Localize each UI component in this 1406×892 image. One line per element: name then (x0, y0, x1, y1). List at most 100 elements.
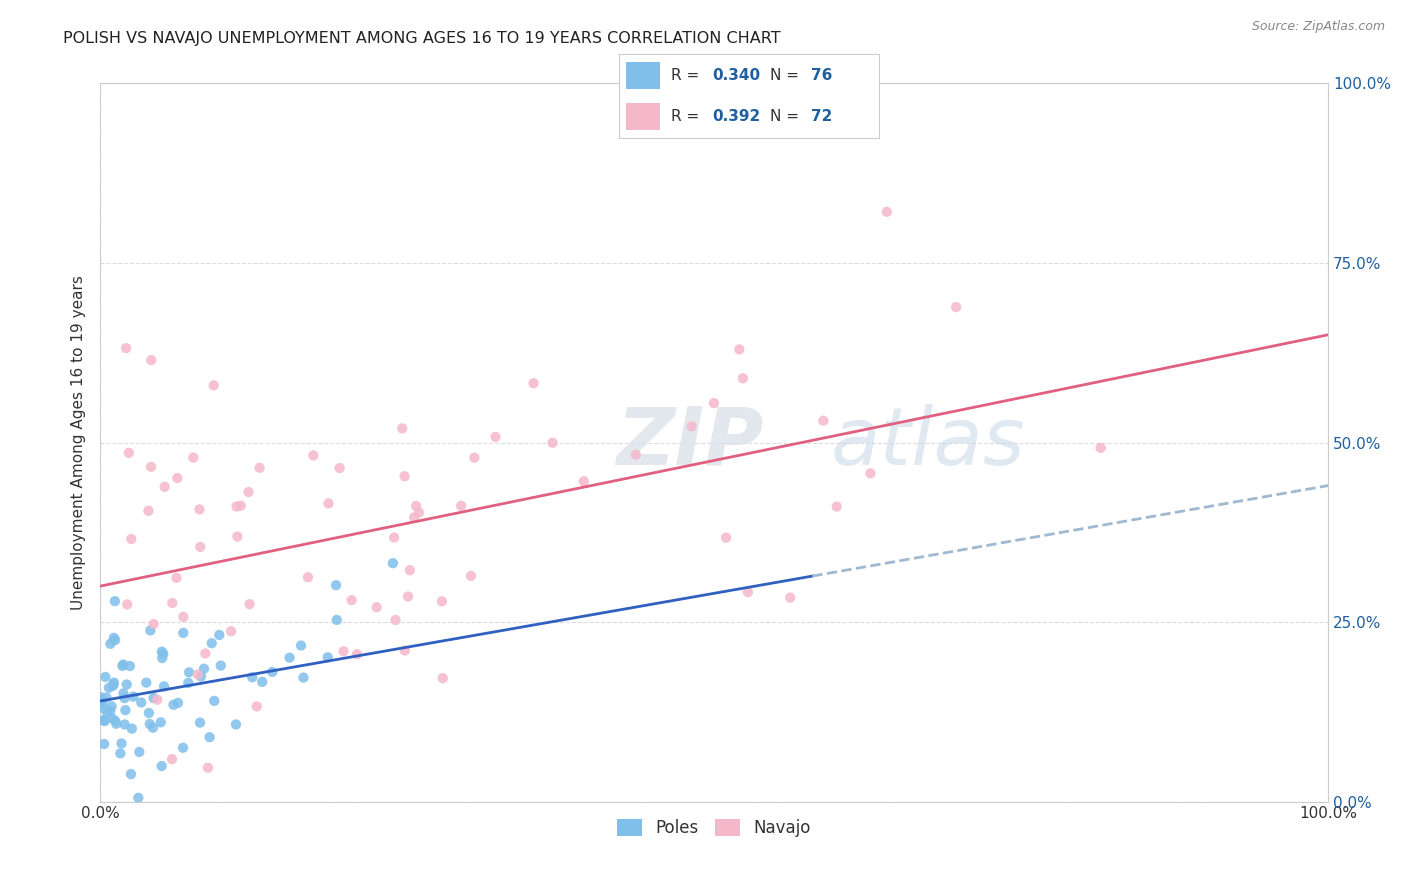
Point (262, 665, 284, 679)
Point (142, 617, 165, 632)
Point (98, 704, 121, 718)
Point (239, 597, 262, 611)
Point (225, 500, 247, 514)
Point (731, 371, 754, 385)
Point (332, 644, 354, 658)
Point (153, 679, 176, 693)
Point (150, 651, 173, 665)
Point (302, 449, 325, 463)
Point (188, 502, 211, 516)
Point (105, 716, 128, 731)
Point (96, 706, 118, 720)
Point (172, 626, 194, 640)
Text: ZIP: ZIP (616, 403, 763, 482)
Point (463, 450, 485, 465)
Point (104, 714, 127, 728)
Point (945, 300, 967, 314)
Point (728, 343, 751, 357)
Point (115, 341, 138, 355)
Point (93, 737, 115, 751)
Point (142, 691, 165, 706)
Point (115, 677, 138, 691)
Point (166, 471, 188, 485)
Point (93, 714, 115, 728)
Point (329, 461, 352, 475)
Point (129, 696, 152, 710)
Point (101, 679, 124, 693)
Point (114, 703, 136, 717)
Point (188, 540, 211, 554)
Point (209, 658, 232, 673)
Point (118, 659, 141, 673)
Point (225, 717, 247, 731)
Point (150, 759, 173, 773)
Point (181, 450, 204, 465)
Text: R =: R = (671, 109, 704, 124)
Point (813, 414, 835, 428)
Point (152, 647, 174, 661)
Point (172, 610, 194, 624)
Bar (627, 62, 661, 89)
Point (162, 596, 184, 610)
Point (381, 556, 404, 570)
Point (197, 761, 219, 775)
Point (97, 681, 120, 695)
Point (198, 730, 221, 744)
Point (624, 448, 647, 462)
Point (460, 569, 482, 583)
Point (100, 699, 122, 714)
Point (737, 585, 759, 599)
Point (111, 659, 134, 673)
Point (114, 691, 136, 706)
Point (110, 747, 132, 761)
Point (325, 578, 347, 592)
Point (103, 631, 125, 645)
Point (188, 715, 211, 730)
Point (219, 624, 242, 639)
Point (103, 675, 125, 690)
Point (326, 613, 349, 627)
Text: R =: R = (671, 68, 704, 83)
Point (139, 459, 162, 474)
Point (572, 475, 595, 489)
Point (779, 591, 801, 605)
Point (194, 647, 217, 661)
Point (229, 499, 252, 513)
Point (104, 633, 127, 648)
Point (91, 693, 114, 707)
Point (160, 752, 183, 766)
Point (430, 594, 453, 608)
Point (128, 745, 150, 759)
Text: N =: N = (769, 109, 803, 124)
Point (252, 674, 274, 689)
Point (94, 670, 117, 684)
Point (394, 643, 416, 657)
Point (226, 529, 249, 543)
Point (167, 696, 190, 710)
Point (391, 421, 413, 435)
Point (96, 690, 118, 705)
Point (138, 706, 160, 720)
Point (110, 736, 132, 750)
Point (90, 697, 112, 711)
Y-axis label: Unemployment Among Ages 16 to 19 years: Unemployment Among Ages 16 to 19 years (72, 275, 86, 610)
Point (292, 671, 315, 685)
Text: 0.392: 0.392 (713, 109, 761, 124)
Text: Source: ZipAtlas.com: Source: ZipAtlas.com (1251, 20, 1385, 33)
Bar (627, 103, 661, 130)
Point (91, 701, 114, 715)
Point (177, 676, 200, 690)
Point (166, 571, 188, 585)
Point (187, 667, 209, 681)
Point (405, 499, 427, 513)
Text: POLISH VS NAVAJO UNEMPLOYMENT AMONG AGES 16 TO 19 YEARS CORRELATION CHART: POLISH VS NAVAJO UNEMPLOYMENT AMONG AGES… (63, 31, 780, 46)
Point (114, 717, 136, 731)
Point (340, 593, 363, 607)
Point (138, 504, 160, 518)
Point (408, 506, 430, 520)
Point (121, 722, 143, 736)
Point (240, 670, 263, 684)
Point (141, 353, 163, 368)
Text: 72: 72 (811, 109, 832, 124)
Point (150, 645, 173, 659)
